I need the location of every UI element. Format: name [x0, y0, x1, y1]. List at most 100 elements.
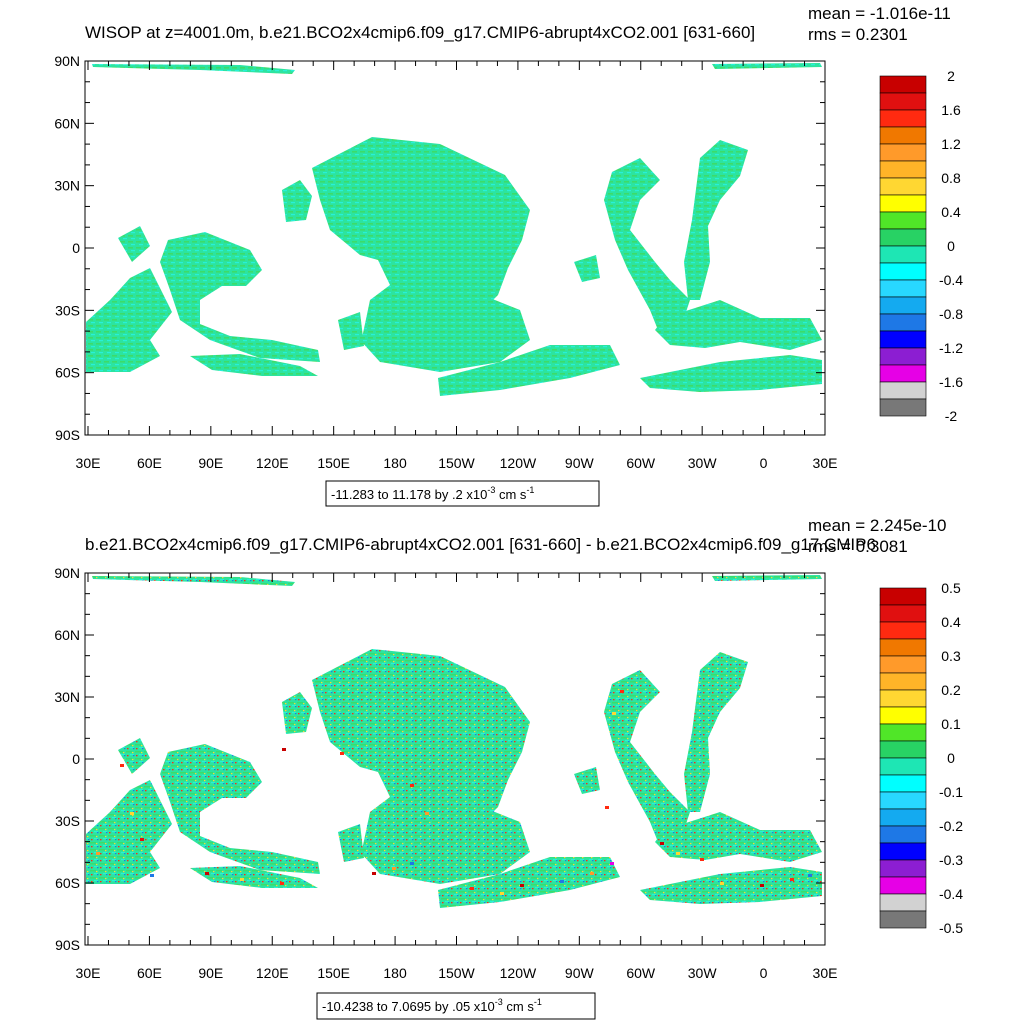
x-tick-label: 30E — [813, 455, 838, 471]
y-tick-label: 30S — [55, 302, 80, 318]
colorbar-label: 0.4 — [941, 614, 961, 630]
x-tick-label: 60W — [626, 965, 656, 981]
colorbar-swatch — [879, 638, 927, 657]
anomaly-speckle — [205, 872, 209, 875]
p2-southern-indian — [190, 866, 318, 888]
x-tick-label: 120W — [500, 455, 537, 471]
y-tick-label: 60N — [54, 115, 80, 131]
colorbar-swatch — [879, 364, 927, 383]
x-tick-label: 150W — [438, 965, 475, 981]
y-tick-label: 30N — [54, 178, 80, 194]
p2-atlantic-strip — [684, 652, 748, 812]
colorbar-swatch — [879, 587, 927, 606]
p2-southern-atlantic — [640, 867, 822, 904]
panel-1-range-box — [325, 480, 600, 507]
x-tick-label: 30E — [76, 455, 101, 471]
panel-2-axes: 30E 60E 90E 120E 150E 180 150W 120W 90W 60W 30W 0 30… — [54, 565, 837, 981]
colorbar-swatch — [879, 279, 927, 298]
colorbar-swatch — [879, 655, 927, 674]
anomaly-speckle — [140, 838, 144, 841]
colorbar-label: 2 — [947, 68, 955, 84]
panel-1-rms: rms = 0.2301 — [808, 25, 908, 44]
p1-west — [86, 268, 172, 352]
p2-blob-a — [282, 692, 312, 734]
x-tick-label: 180 — [383, 965, 407, 981]
panel-1-field — [86, 63, 822, 396]
p1-blob-d — [574, 255, 600, 282]
y-tick-label: 90N — [54, 565, 80, 581]
colorbar-swatch — [879, 75, 927, 94]
x-tick-label: 30W — [688, 965, 718, 981]
colorbar-swatch — [879, 347, 927, 366]
anomaly-speckle — [790, 878, 794, 881]
y-tick-label: 90S — [55, 427, 80, 443]
panel-2-mean: mean = 2.245e-10 — [808, 516, 946, 535]
p2-arctic-strip-east — [712, 575, 822, 581]
p1-atlantic-north — [604, 158, 690, 335]
p1-atlantic-south — [655, 300, 822, 350]
colorbar-swatch — [879, 893, 927, 912]
p2-indian — [160, 744, 320, 874]
p1-southern-west — [86, 340, 160, 372]
anomaly-speckle — [150, 874, 154, 877]
p1-southern-indian — [190, 354, 318, 376]
anomaly-speckle — [605, 806, 609, 809]
panel-1-axes: 30E 60E 90E 120E 150E 180 150W 120W 90W 60W 30W 0 30… — [54, 53, 837, 471]
p1-atlantic-strip — [684, 140, 748, 300]
anomaly-speckle — [500, 892, 504, 895]
colorbar-swatch — [879, 194, 927, 213]
p1-south-pacific — [360, 290, 530, 372]
panel-2: b.e21.BCO2x4cmip6.f09_g17.CMIP6-abrupt4x… — [54, 516, 963, 1020]
panel-2-title: b.e21.BCO2x4cmip6.f09_g17.CMIP6-abrupt4x… — [85, 535, 876, 554]
colorbar-swatch — [879, 228, 927, 247]
colorbar-label: 1.6 — [941, 102, 961, 118]
panel-2-field — [86, 575, 822, 908]
x-tick-label: 0 — [760, 455, 768, 471]
x-tick-label: 60W — [626, 455, 656, 471]
p2-blob-b — [118, 738, 150, 774]
anomaly-speckle — [240, 878, 244, 881]
anomaly-speckle — [282, 748, 286, 751]
anomaly-speckle — [130, 812, 134, 815]
colorbar-label: 1.2 — [941, 136, 961, 152]
anomaly-speckle — [560, 880, 564, 883]
anomaly-speckle — [470, 887, 474, 890]
colorbar-swatch — [879, 723, 927, 742]
p2-atlantic-south — [655, 812, 822, 862]
y-tick-label: 60S — [55, 365, 80, 381]
anomaly-speckle — [720, 882, 724, 885]
anomaly-speckle — [425, 812, 429, 815]
colorbar-swatch — [879, 143, 927, 162]
p1-blob-a — [282, 180, 312, 222]
colorbar-swatch — [879, 740, 927, 759]
colorbar-swatch — [879, 109, 927, 128]
x-tick-label: 30W — [688, 455, 718, 471]
y-tick-label: 90S — [55, 937, 80, 953]
colorbar-swatch — [879, 859, 927, 878]
x-tick-label: 150W — [438, 455, 475, 471]
colorbar-swatch — [879, 211, 927, 230]
colorbar-label: 0.5 — [941, 580, 961, 596]
colorbar-swatch — [879, 604, 927, 623]
x-tick-label: 90W — [565, 965, 595, 981]
colorbar-swatch — [879, 330, 927, 349]
y-tick-label: 90N — [54, 53, 80, 69]
anomaly-speckle — [120, 764, 124, 767]
x-tick-label: 30E — [76, 965, 101, 981]
anomaly-speckle — [280, 882, 284, 885]
colorbar-swatch — [879, 672, 927, 691]
x-tick-label: 120E — [256, 455, 289, 471]
panel-2-rms: rms = 0.3081 — [808, 537, 908, 556]
p1-indian — [160, 232, 320, 362]
colorbar-swatch — [879, 160, 927, 179]
anomaly-speckle — [700, 858, 704, 861]
p1-arctic-strip — [92, 64, 295, 74]
colorbar-swatch — [879, 313, 927, 332]
colorbar-swatch — [879, 177, 927, 196]
colorbar-label: 0.2 — [941, 682, 961, 698]
panel-1-mean: mean = -1.016e-11 — [808, 4, 951, 23]
anomaly-speckle — [410, 862, 414, 865]
p2-arctic-strip — [92, 576, 295, 586]
p2-south-pacific — [360, 802, 530, 884]
anomaly-speckle — [808, 874, 812, 877]
